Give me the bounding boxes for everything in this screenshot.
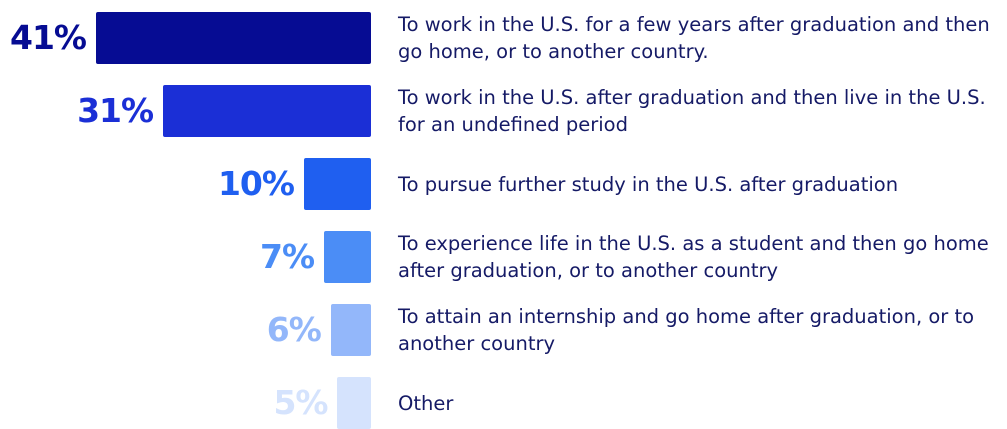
value-label: 7% xyxy=(260,237,315,276)
value-label: 31% xyxy=(77,91,154,130)
bar xyxy=(163,85,371,137)
value-label: 6% xyxy=(266,310,322,349)
bar xyxy=(303,158,371,210)
bar xyxy=(324,231,371,283)
category-label: To attain an internship and go home afte… xyxy=(398,305,975,355)
category-label: To work in the U.S. for a few years afte… xyxy=(398,13,990,63)
category-label: To experience life in the U.S. as a stud… xyxy=(398,232,989,282)
category-label: To work in the U.S. after graduation and… xyxy=(398,86,986,136)
bar xyxy=(337,377,371,429)
category-label: To pursue further study in the U.S. afte… xyxy=(398,172,899,196)
value-label: 41% xyxy=(10,18,87,57)
bar xyxy=(96,12,371,64)
category-label: Other xyxy=(398,391,454,415)
value-label: 5% xyxy=(273,383,328,422)
value-label: 10% xyxy=(217,164,295,203)
bar xyxy=(330,304,371,356)
